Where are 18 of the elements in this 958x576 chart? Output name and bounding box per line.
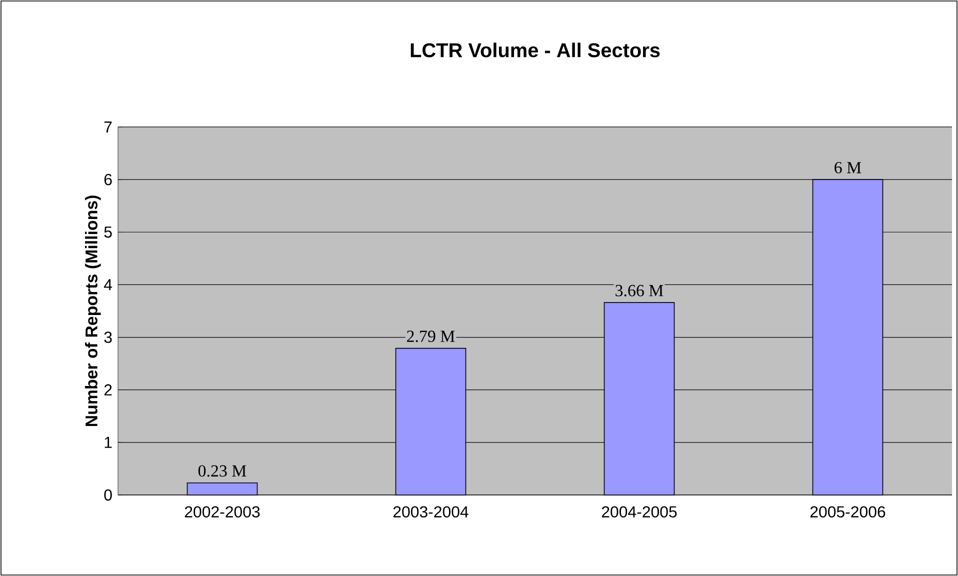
chart-title: LCTR Volume - All Sectors <box>410 42 660 58</box>
y-tick-label: 2 <box>104 384 112 396</box>
y-axis-title: Number of Reports (Millions) <box>85 196 101 426</box>
y-tick-label: 3 <box>104 332 112 343</box>
data-label: 3.66 M <box>616 284 664 296</box>
x-tick-label: 2004-2005 <box>602 506 677 518</box>
data-label: 0.23 M <box>198 465 246 477</box>
y-tick-label: 7 <box>104 122 112 132</box>
y-tick-label: 4 <box>104 279 112 290</box>
data-label: 6 M <box>834 162 862 174</box>
y-tick-label: 1 <box>104 436 112 448</box>
y-tick-label: 6 <box>104 174 112 186</box>
y-tick-label: 0 <box>104 489 112 501</box>
x-tick-label: 2003-2004 <box>393 506 468 518</box>
data-label: 2.79 M <box>407 330 455 342</box>
y-tick-label: 5 <box>104 226 112 238</box>
x-tick-label: 2005-2006 <box>810 506 886 518</box>
x-tick-label: 2002-2003 <box>184 506 260 518</box>
